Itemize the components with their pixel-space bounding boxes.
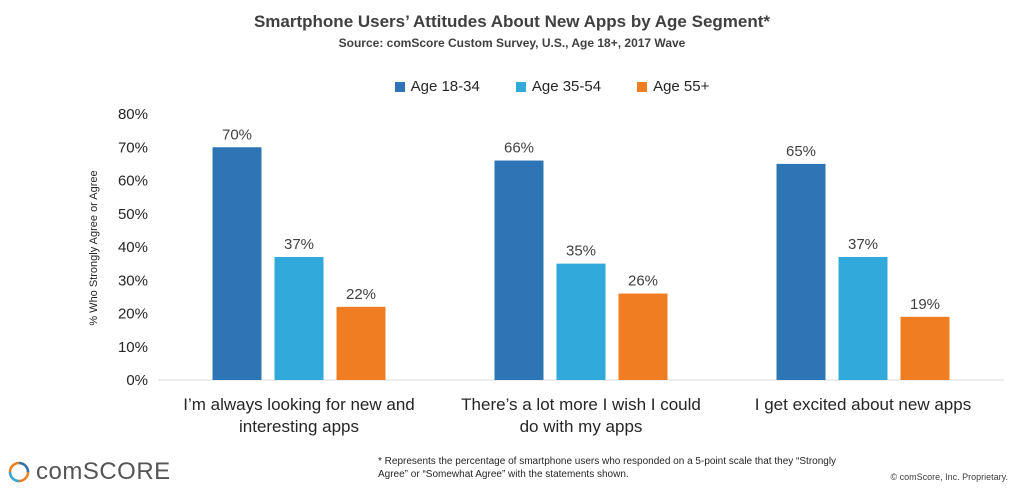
x-tick-label: interesting apps bbox=[239, 417, 359, 436]
chart-legend: Age 18-34 Age 35-54 Age 55+ bbox=[40, 78, 1024, 95]
bar bbox=[494, 160, 544, 380]
y-tick-label: 0% bbox=[126, 372, 148, 389]
data-label: 37% bbox=[284, 236, 314, 253]
y-tick-label: 20% bbox=[118, 306, 148, 323]
legend-item-age-35-54: Age 35-54 bbox=[515, 78, 602, 95]
chart-subtitle: Source: comScore Custom Survey, U.S., Ag… bbox=[338, 36, 686, 50]
legend-label: Age 55+ bbox=[653, 78, 710, 95]
x-tick-label: do with my apps bbox=[520, 417, 643, 436]
bar bbox=[838, 256, 888, 380]
legend-label: Age 35-54 bbox=[531, 78, 602, 95]
x-tick-label: There’s a lot more I wish I could bbox=[461, 395, 701, 414]
bar bbox=[556, 263, 606, 380]
bar bbox=[336, 306, 386, 380]
x-tick-label: I’m always looking for new and bbox=[183, 395, 415, 414]
data-label: 19% bbox=[910, 296, 940, 313]
y-tick-label: 10% bbox=[118, 339, 148, 356]
data-label: 66% bbox=[504, 140, 534, 157]
data-label: 37% bbox=[848, 236, 878, 253]
y-tick-label: 30% bbox=[118, 272, 148, 289]
legend-swatch bbox=[515, 81, 526, 92]
bar bbox=[212, 147, 262, 380]
y-tick-label: 40% bbox=[118, 239, 148, 256]
data-label: 70% bbox=[222, 126, 252, 143]
y-tick-label: 50% bbox=[118, 206, 148, 223]
comscore-logo: comSCORE bbox=[8, 458, 171, 486]
bar bbox=[274, 256, 324, 380]
y-tick-label: 80% bbox=[118, 106, 148, 123]
data-label: 65% bbox=[786, 143, 816, 160]
legend-label: Age 18-34 bbox=[410, 78, 480, 95]
y-tick-label: 70% bbox=[118, 139, 148, 156]
legend-swatch bbox=[637, 81, 648, 92]
bar bbox=[618, 293, 668, 380]
legend-item-age-55-plus: Age 55+ bbox=[637, 78, 709, 95]
footnote: * Represents the percentage of smartphon… bbox=[378, 456, 837, 480]
comscore-logo-icon bbox=[8, 461, 30, 483]
chart-title: Smartphone Users’ Attitudes About New Ap… bbox=[253, 12, 771, 31]
copyright: © comScore, Inc. Proprietary. bbox=[890, 472, 1008, 482]
data-label: 26% bbox=[628, 273, 658, 290]
bar bbox=[776, 163, 826, 380]
legend-item-age-18-34: Age 18-34 bbox=[394, 78, 480, 95]
y-tick-label: 60% bbox=[118, 173, 148, 190]
legend-swatch bbox=[394, 81, 405, 92]
data-label: 35% bbox=[566, 243, 596, 260]
data-label: 22% bbox=[346, 286, 376, 303]
logo-text: comSCORE bbox=[36, 458, 171, 485]
bar bbox=[900, 316, 950, 380]
x-tick-label: I get excited about new apps bbox=[755, 395, 971, 414]
